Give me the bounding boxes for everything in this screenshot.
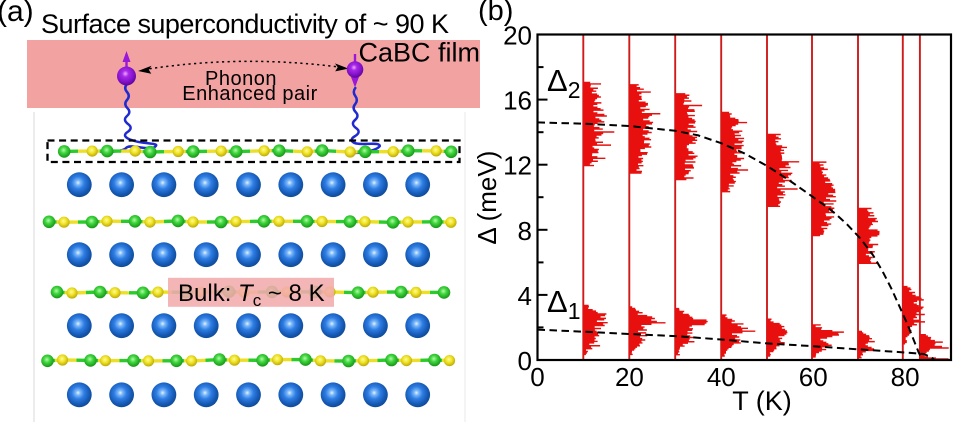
svg-text:(a): (a) (0, 0, 34, 28)
svg-text:Surface superconductivity of ~: Surface superconductivity of ~ 90 K (41, 9, 449, 39)
svg-text:8: 8 (518, 216, 532, 246)
svg-text:20: 20 (503, 21, 532, 51)
svg-text:Enhanced pair: Enhanced pair (182, 83, 317, 105)
svg-text:CaBC film: CaBC film (358, 37, 480, 67)
svg-text:80: 80 (891, 362, 920, 392)
svg-text:T (K): T (K) (732, 386, 792, 416)
svg-text:0: 0 (518, 346, 532, 376)
svg-text:Phonon: Phonon (205, 68, 277, 90)
svg-text:12: 12 (503, 151, 532, 181)
svg-text:60: 60 (799, 362, 828, 392)
svg-text:20: 20 (615, 362, 644, 392)
svg-text:Δ (meV): Δ (meV) (472, 151, 502, 245)
svg-text:0: 0 (530, 362, 544, 392)
svg-text:Bulk: Tc ~ 8 K: Bulk: Tc ~ 8 K (178, 280, 325, 310)
svg-text:4: 4 (518, 281, 532, 311)
svg-text:16: 16 (503, 86, 532, 116)
svg-text:40: 40 (707, 362, 736, 392)
svg-text:(b): (b) (478, 0, 513, 27)
